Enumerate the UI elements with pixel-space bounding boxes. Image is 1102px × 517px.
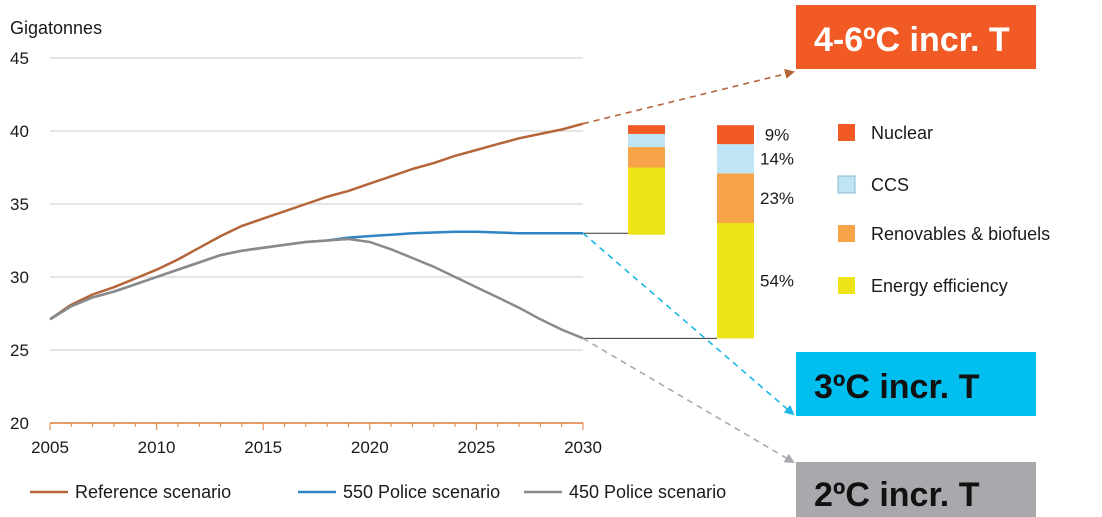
outcome-box-label: 2ºC incr. T xyxy=(814,476,980,514)
projection-arrow xyxy=(582,69,795,125)
y-tick-labels: 20 25 30 35 40 45 xyxy=(10,49,29,433)
x-tick-label: 2005 xyxy=(31,438,69,457)
series-line xyxy=(49,230,583,321)
bar-segment xyxy=(628,133,665,148)
stack-legend-label: Energy efficiency xyxy=(871,276,1008,296)
outcome-box xyxy=(796,352,1036,416)
y-tick-label: 35 xyxy=(10,195,29,214)
y-tick-label: 45 xyxy=(10,49,29,68)
x-tick-label: 2025 xyxy=(457,438,495,457)
y-tick-label: 25 xyxy=(10,341,29,360)
series-lines xyxy=(49,122,584,340)
segment-percent-labels: 54% 23% 14% 9% xyxy=(760,126,794,291)
projection-arrow xyxy=(582,337,795,464)
series-legend: Reference scenario 550 Police scenario 450… xyxy=(30,482,726,502)
x-tick-label: 2015 xyxy=(244,438,282,457)
y-tick-label: 20 xyxy=(10,414,29,433)
stack-legend-label: CCS xyxy=(871,175,909,195)
projection-arrow xyxy=(582,232,795,416)
projection-arrows xyxy=(582,69,795,464)
gridlines xyxy=(50,57,583,351)
bar-segment xyxy=(717,173,754,223)
outcome-box xyxy=(796,5,1036,69)
series-line xyxy=(49,122,584,321)
series-line xyxy=(49,237,584,340)
segment-percent-label: 9% xyxy=(765,126,790,145)
segment-percent-label: 54% xyxy=(760,272,794,291)
x-tick-label: 2020 xyxy=(351,438,389,457)
bar-connectors xyxy=(583,232,717,339)
y-tick-label: 40 xyxy=(10,122,29,141)
stack-legend-label: Renovables & biofuels xyxy=(871,224,1050,244)
stack-legend-swatch xyxy=(837,175,856,194)
bar-segment xyxy=(717,125,754,145)
stack-legend-swatch xyxy=(838,277,855,294)
series-legend-label: 550 Police scenario xyxy=(343,482,500,502)
bar-segment xyxy=(628,147,665,168)
bar-segment xyxy=(717,222,754,339)
stack-legend-swatch xyxy=(838,124,855,141)
y-axis-label: Gigatonnes xyxy=(10,18,102,38)
x-tick-label: 2030 xyxy=(564,438,602,457)
stack-legend-swatch xyxy=(838,225,855,242)
y-tick-label: 30 xyxy=(10,268,29,287)
stack-legend: Nuclear CCS Renovables & biofuels Energy ef… xyxy=(837,123,1050,296)
bar-segment xyxy=(628,167,665,235)
outcome-box-label: 3ºC incr. T xyxy=(814,368,980,406)
x-tick-label: 2010 xyxy=(138,438,176,457)
series-legend-label: Reference scenario xyxy=(75,482,231,502)
x-axis xyxy=(49,422,584,430)
segment-percent-label: 14% xyxy=(760,150,794,169)
outcome-boxes: 4-6ºC incr. T 3ºC incr. T 2ºC incr. T xyxy=(796,5,1036,517)
x-tick-labels: 2005 2010 2015 2020 2025 2030 xyxy=(31,438,602,457)
stack-legend-label: Nuclear xyxy=(871,123,933,143)
segment-percent-label: 23% xyxy=(760,189,794,208)
bar-segment xyxy=(717,144,754,174)
outcome-box xyxy=(796,462,1036,517)
bar-segment xyxy=(628,125,665,134)
outcome-box-label: 4-6ºC incr. T xyxy=(814,21,1010,59)
stacked-bars xyxy=(628,125,754,339)
series-legend-label: 450 Police scenario xyxy=(569,482,726,502)
